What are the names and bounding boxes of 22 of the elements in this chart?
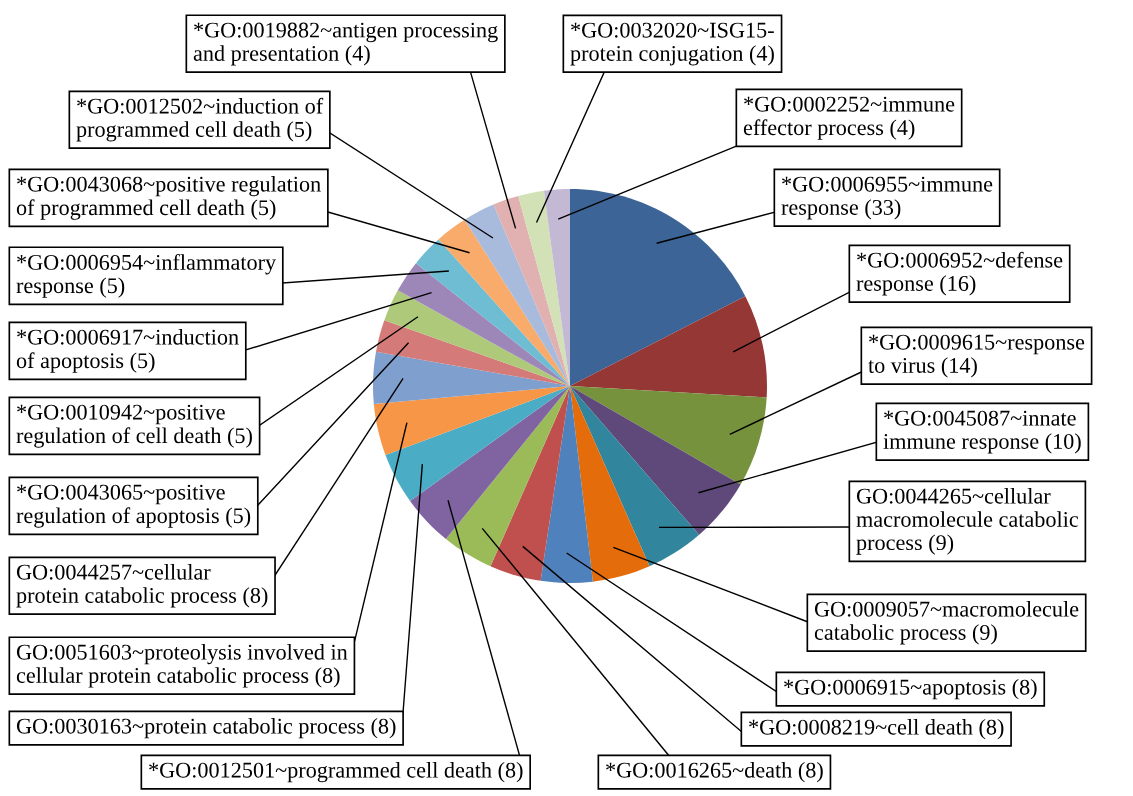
slice-label: *GO:0012502~induction of programmed cell death (5): [76, 97, 324, 142]
slice-label: *GO:0016265~death (8): [606, 762, 823, 783]
slice-label: *GO:0010942~positive regulation of cell death (5): [16, 404, 252, 448]
slice-label: *GO:0045087~innate immune response (10): [883, 410, 1081, 454]
slice-label: GO:0009057~macromolecule catabolic process (9): [814, 601, 1079, 645]
slice-label: *GO:0009615~response to virus (14): [868, 334, 1085, 378]
slice-label: *GO:0012501~programmed cell death (8): [149, 762, 523, 783]
slice-label: *GO:0032020~ISG15- protein conjugation (4): [570, 22, 774, 66]
slice-label: GO:0051603~proteolysis involved in cellular protein catabolic process (8): [16, 644, 348, 688]
slice-label: *GO:0002252~immune effector process (4): [743, 96, 955, 140]
slice-label: *GO:0043065~positive regulation of apoptosis (5): [16, 484, 251, 528]
slice-label: GO:0044257~cellular protein catabolic process (8): [16, 564, 268, 608]
slice-label: *GO:0006952~defense response (16): [856, 251, 1063, 296]
slice-label: *GO:0043068~positive regulation of programmed cell death (5): [16, 176, 321, 220]
slice-label: *GO:0019882~antigen processing and presentation (4): [193, 22, 498, 66]
slice-label: *GO:0006917~induction of apoptosis (5): [16, 329, 239, 373]
slice-label: *GO:0006915~apoptosis (8): [784, 679, 1037, 700]
slice-label: *GO:0006954~inflammatory response (5): [16, 254, 277, 298]
slice-label: *GO:0008219~cell death (8): [749, 719, 1004, 740]
slice-label: GO:0044265~cellular macromolecule catabolic process (9): [856, 488, 1079, 555]
slice-label: *GO:0006955~immune response (33): [781, 176, 993, 220]
slice-label: GO:0030163~protein catabolic process (8): [16, 718, 396, 739]
